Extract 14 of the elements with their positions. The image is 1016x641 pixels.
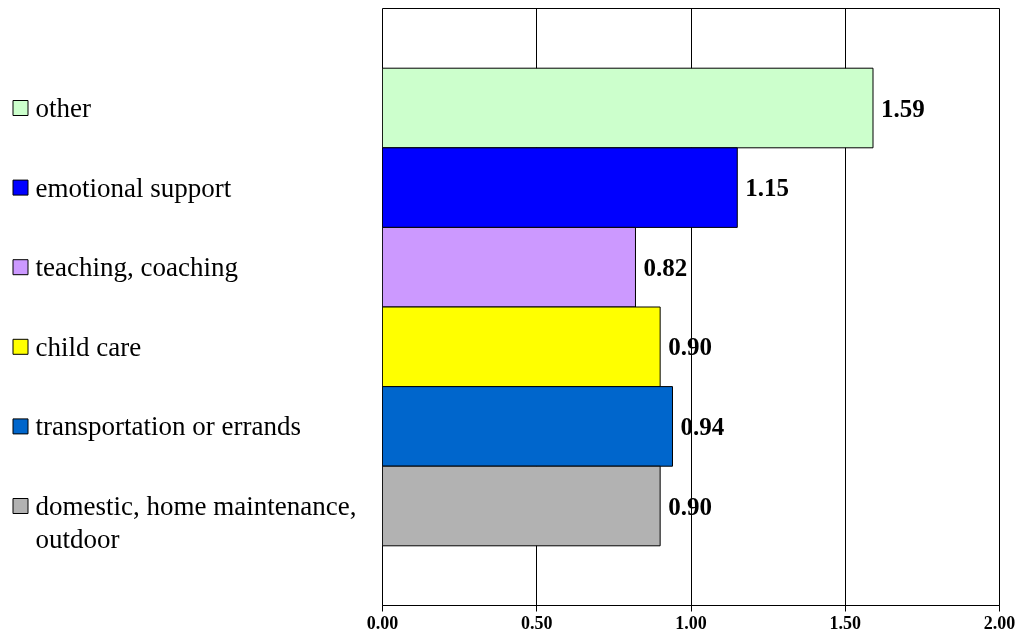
legend-label: emotional support [35,172,232,203]
legend-label: child care [35,331,142,362]
data-label: 1.15 [745,174,790,202]
data-label: 0.82 [643,253,688,281]
x-tick-label: 0.50 [521,612,553,633]
legend-label: domestic, home maintenance, outdoor [35,491,357,554]
x-tick-label: 1.50 [829,612,861,633]
x-tick-label: 0.00 [366,612,399,633]
legend-label: transportation or errands [35,411,301,442]
x-tick-label: 1.00 [675,612,707,633]
x-tick-label: 2.00 [983,612,1016,633]
data-label: 1.59 [881,94,925,122]
legend-label: other [35,93,91,123]
legend-label: teaching, coaching [35,252,238,283]
